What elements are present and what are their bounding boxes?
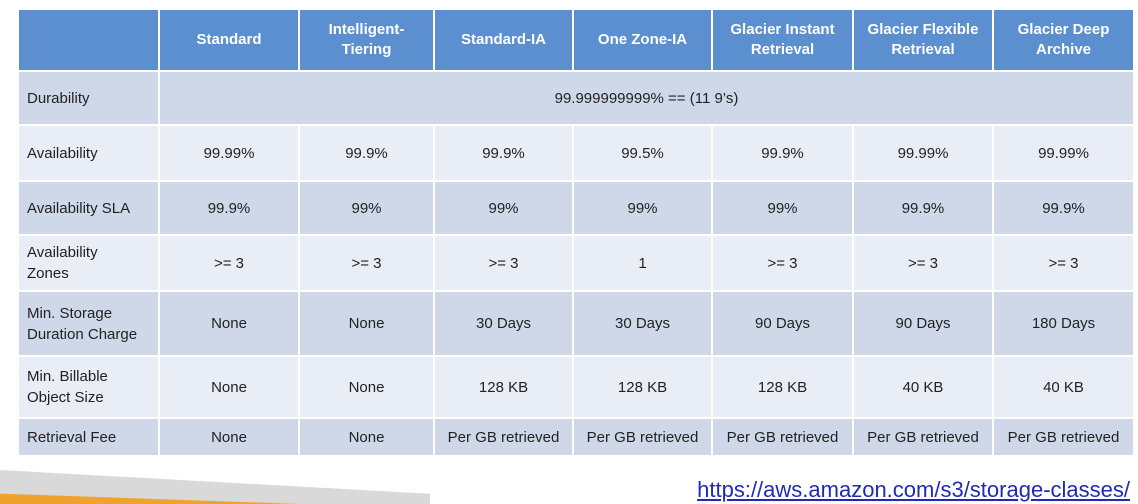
table-row-min-storage-duration: Min. Storage Duration Charge None None 3…: [17, 290, 1135, 357]
table-cell: Per GB retrieved: [992, 417, 1135, 457]
row-label: Durability: [17, 70, 160, 126]
table-cell: 99.9%: [298, 124, 435, 182]
column-header-label: Glacier Flexible Retrieval: [867, 21, 979, 58]
column-header-glacier-instant: Glacier Instant Retrieval: [711, 8, 854, 72]
table-cell: 99%: [572, 180, 713, 236]
column-header-standard-ia: Standard-IA: [433, 8, 574, 72]
column-header-label: Glacier Deep Archive: [1017, 21, 1110, 58]
header-corner: [17, 8, 160, 72]
table-cell: >= 3: [158, 234, 300, 292]
table-cell: 30 Days: [572, 290, 713, 357]
row-label: Min. Billable Object Size: [17, 355, 160, 419]
row-label: Min. Storage Duration Charge: [17, 290, 160, 357]
table-cell: 99.99%: [158, 124, 300, 182]
table-cell: 40 KB: [852, 355, 994, 419]
table-cell: None: [298, 290, 435, 357]
source-link[interactable]: https://aws.amazon.com/s3/storage-classe…: [697, 477, 1130, 502]
table-cell: 99.9%: [711, 124, 854, 182]
table-cell: 99%: [298, 180, 435, 236]
table-row-availability: Availability 99.99% 99.9% 99.9% 99.5% 99…: [17, 124, 1135, 182]
table-cell: 30 Days: [433, 290, 574, 357]
durability-value: 99.999999999% == (11 9’s): [158, 70, 1135, 126]
column-header-intelligent-tiering: Intelligent- Tiering: [298, 8, 435, 72]
table-cell: 99.9%: [433, 124, 574, 182]
table-row-availability-sla: Availability SLA 99.9% 99% 99% 99% 99% 9…: [17, 180, 1135, 236]
table-row-availability-zones: Availability Zones >= 3 >= 3 >= 3 1 >= 3…: [17, 234, 1135, 292]
storage-classes-table: Standard Intelligent- Tiering Standard-I…: [17, 8, 1135, 457]
row-label: Availability SLA: [17, 180, 160, 236]
table-cell: 128 KB: [711, 355, 854, 419]
table-cell: 99.5%: [572, 124, 713, 182]
table-cell: 99.9%: [852, 180, 994, 236]
table-cell: None: [158, 417, 300, 457]
table-cell: >= 3: [433, 234, 574, 292]
table-cell: 1: [572, 234, 713, 292]
column-header-label: Glacier Instant Retrieval: [730, 21, 835, 58]
table-cell: None: [158, 290, 300, 357]
table-cell: 99.99%: [992, 124, 1135, 182]
table-cell: 90 Days: [711, 290, 854, 357]
table-row-retrieval-fee: Retrieval Fee None None Per GB retrieved…: [17, 417, 1135, 457]
table-cell: >= 3: [852, 234, 994, 292]
table-cell: 99%: [433, 180, 574, 236]
table-cell: 40 KB: [992, 355, 1135, 419]
table-cell: 99.99%: [852, 124, 994, 182]
row-label: Availability: [17, 124, 160, 182]
table-cell: None: [158, 355, 300, 419]
header-row: Standard Intelligent- Tiering Standard-I…: [17, 8, 1135, 72]
table-row-durability: Durability 99.999999999% == (11 9’s): [17, 70, 1135, 126]
table-cell: 99.9%: [158, 180, 300, 236]
column-header-glacier-deep-archive: Glacier Deep Archive: [992, 8, 1135, 72]
table-cell: 99%: [711, 180, 854, 236]
table-cell: Per GB retrieved: [852, 417, 994, 457]
table-cell: Per GB retrieved: [711, 417, 854, 457]
column-header-glacier-flexible: Glacier Flexible Retrieval: [852, 8, 994, 72]
table-cell: 90 Days: [852, 290, 994, 357]
column-header-label: Intelligent- Tiering: [328, 21, 405, 58]
column-header-standard: Standard: [158, 8, 300, 72]
table-cell: None: [298, 417, 435, 457]
table-cell: None: [298, 355, 435, 419]
table-cell: 128 KB: [572, 355, 713, 419]
table-row-min-billable-size: Min. Billable Object Size None None 128 …: [17, 355, 1135, 419]
table-cell: >= 3: [992, 234, 1135, 292]
table-cell: 128 KB: [433, 355, 574, 419]
table-cell: Per GB retrieved: [433, 417, 574, 457]
table-cell: 99.9%: [992, 180, 1135, 236]
table-cell: >= 3: [711, 234, 854, 292]
table-cell: 180 Days: [992, 290, 1135, 357]
row-label: Availability Zones: [17, 234, 160, 292]
table-cell: >= 3: [298, 234, 435, 292]
table-cell: Per GB retrieved: [572, 417, 713, 457]
column-header-one-zone-ia: One Zone-IA: [572, 8, 713, 72]
row-label: Retrieval Fee: [17, 417, 160, 457]
